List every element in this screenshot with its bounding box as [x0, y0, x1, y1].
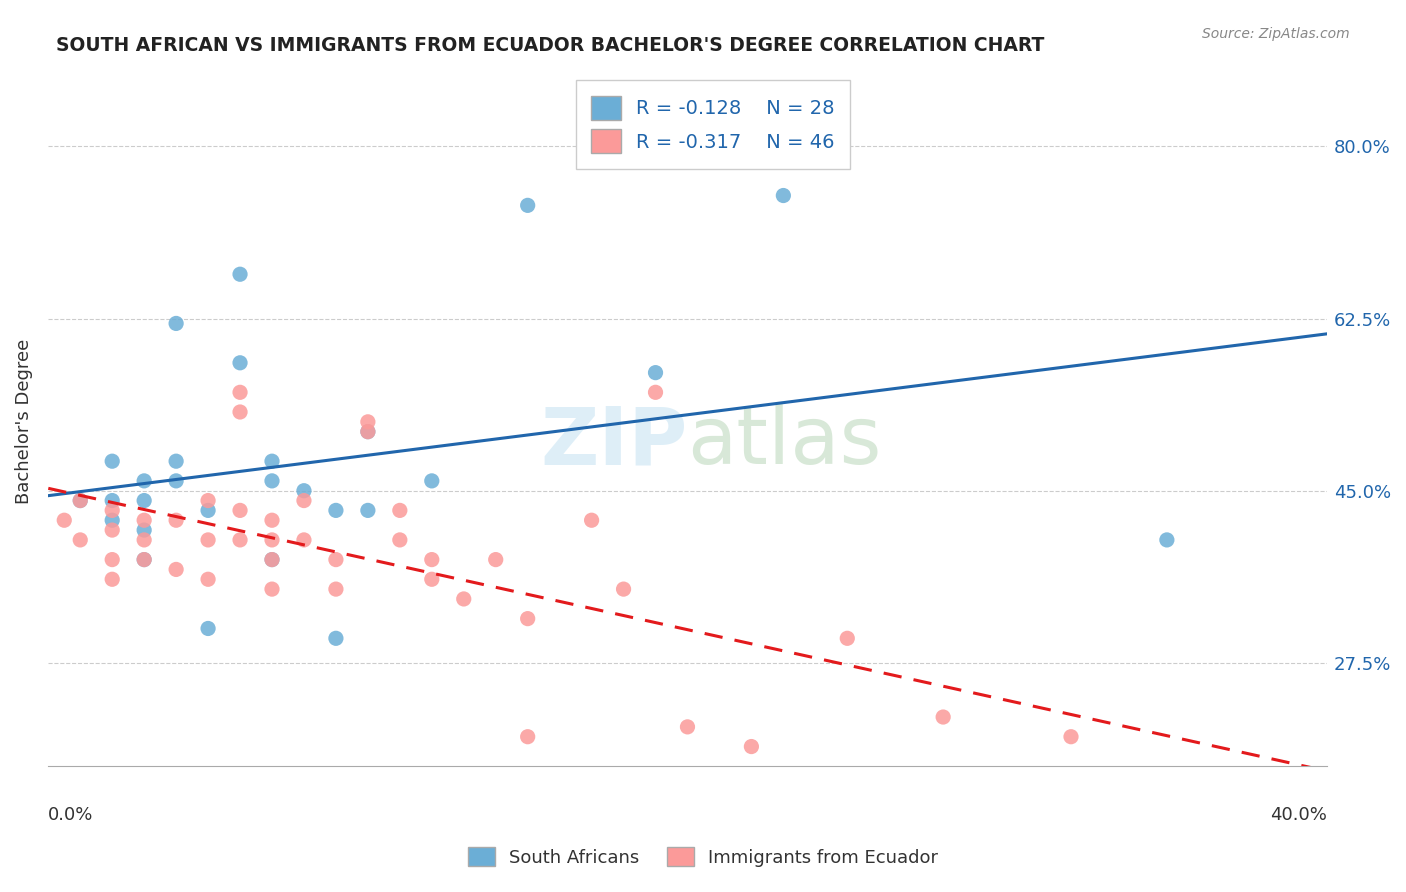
Point [581, 513, 603, 527]
Point [101, 493, 124, 508]
Point [197, 622, 219, 636]
Point [420, 474, 443, 488]
Point [1156, 533, 1178, 547]
Point [772, 188, 794, 202]
Point [516, 730, 538, 744]
Point [229, 533, 252, 547]
Point [134, 552, 156, 566]
Point [134, 533, 156, 547]
Point [325, 503, 347, 517]
Point [101, 523, 124, 537]
Point [165, 454, 187, 468]
Text: SOUTH AFRICAN VS IMMIGRANTS FROM ECUADOR BACHELOR'S DEGREE CORRELATION CHART: SOUTH AFRICAN VS IMMIGRANTS FROM ECUADOR… [56, 36, 1045, 54]
Text: atlas: atlas [688, 403, 882, 482]
Point [357, 415, 380, 429]
Point [134, 552, 156, 566]
Point [134, 513, 156, 527]
Point [134, 493, 156, 508]
Point [69, 493, 91, 508]
Point [644, 385, 666, 400]
Text: 0.0%: 0.0% [48, 805, 94, 823]
Point [229, 385, 252, 400]
Point [197, 503, 219, 517]
Point [325, 552, 347, 566]
Point [69, 533, 91, 547]
Point [453, 591, 475, 606]
Point [165, 317, 187, 331]
Point [420, 552, 443, 566]
Point [420, 572, 443, 586]
Point [69, 493, 91, 508]
Point [197, 572, 219, 586]
Text: Source: ZipAtlas.com: Source: ZipAtlas.com [1202, 27, 1350, 41]
Point [229, 405, 252, 419]
Point [165, 562, 187, 576]
Point [229, 267, 252, 281]
Point [260, 582, 283, 596]
Point [229, 356, 252, 370]
Point [197, 493, 219, 508]
Point [101, 513, 124, 527]
Point [134, 523, 156, 537]
Point [357, 425, 380, 439]
Point [837, 632, 859, 646]
Point [516, 612, 538, 626]
Point [292, 533, 315, 547]
Point [292, 483, 315, 498]
Legend: R = -0.128    N = 28, R = -0.317    N = 46: R = -0.128 N = 28, R = -0.317 N = 46 [576, 80, 851, 169]
Point [53, 513, 76, 527]
Point [260, 474, 283, 488]
Point [325, 582, 347, 596]
Point [516, 198, 538, 212]
Point [676, 720, 699, 734]
Point [388, 503, 411, 517]
Point [644, 366, 666, 380]
Point [101, 503, 124, 517]
Point [325, 632, 347, 646]
Y-axis label: Bachelor's Degree: Bachelor's Degree [15, 339, 32, 505]
Point [134, 474, 156, 488]
Point [485, 552, 508, 566]
Point [388, 533, 411, 547]
Point [995, 779, 1018, 793]
Point [165, 513, 187, 527]
Point [612, 582, 634, 596]
Point [101, 454, 124, 468]
Text: ZIP: ZIP [540, 403, 688, 482]
Point [357, 425, 380, 439]
Legend: South Africans, Immigrants from Ecuador: South Africans, Immigrants from Ecuador [461, 840, 945, 874]
Point [357, 503, 380, 517]
Point [197, 533, 219, 547]
Point [740, 739, 762, 754]
Point [260, 513, 283, 527]
Point [260, 552, 283, 566]
Point [932, 710, 955, 724]
Text: 40.0%: 40.0% [1270, 805, 1327, 823]
Point [260, 533, 283, 547]
Point [229, 503, 252, 517]
Point [260, 454, 283, 468]
Point [1060, 730, 1083, 744]
Point [292, 493, 315, 508]
Point [165, 474, 187, 488]
Point [101, 572, 124, 586]
Point [101, 552, 124, 566]
Point [260, 552, 283, 566]
